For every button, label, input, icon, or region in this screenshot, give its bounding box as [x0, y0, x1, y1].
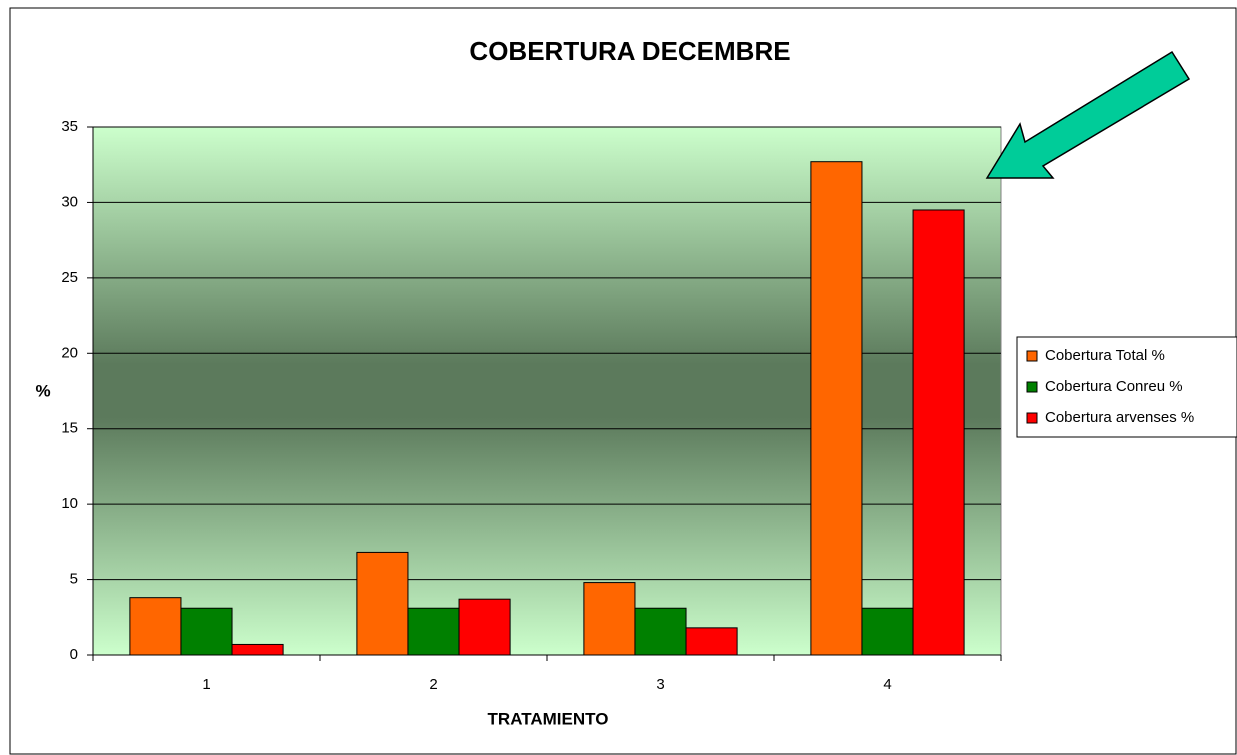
y-tick-label: 10: [61, 495, 78, 512]
bar: [583, 582, 636, 656]
legend-box: [1016, 336, 1237, 438]
bar: [810, 161, 863, 656]
y-tick-label: 20: [61, 344, 78, 361]
y-tick-label: 35: [61, 118, 78, 135]
bar: [129, 597, 182, 656]
y-axis-title: %: [35, 381, 50, 400]
chart-title: COBERTURA DECEMBRE: [469, 36, 790, 66]
legend-label: Cobertura arvenses %: [1045, 409, 1194, 426]
bar: [458, 598, 511, 656]
bar: [861, 607, 914, 656]
x-tick-label: 1: [202, 676, 210, 693]
bar: [407, 607, 460, 656]
y-tick-label: 0: [70, 646, 78, 663]
bar: [180, 607, 233, 656]
x-axis-title: TRATAMIENTO: [488, 709, 609, 728]
bar: [634, 607, 687, 656]
annotation-arrow: [985, 50, 1191, 179]
x-tick-label: 2: [429, 676, 437, 693]
legend-label: Cobertura Conreu %: [1045, 378, 1183, 395]
y-tick-label: 25: [61, 269, 78, 286]
bar: [231, 643, 284, 656]
legend-swatch: [1026, 350, 1038, 362]
bar: [356, 551, 409, 656]
y-tick-label: 5: [70, 571, 78, 588]
plot-area: [92, 126, 1002, 656]
x-tick-label: 4: [883, 676, 891, 693]
x-tick-label: 3: [656, 676, 664, 693]
legend-swatch: [1026, 412, 1038, 424]
y-tick-label: 30: [61, 193, 78, 210]
y-tick-label: 15: [61, 420, 78, 437]
bar: [685, 627, 738, 656]
legend-swatch: [1026, 381, 1038, 393]
bar: [912, 209, 965, 656]
legend-label: Cobertura Total %: [1045, 347, 1165, 364]
